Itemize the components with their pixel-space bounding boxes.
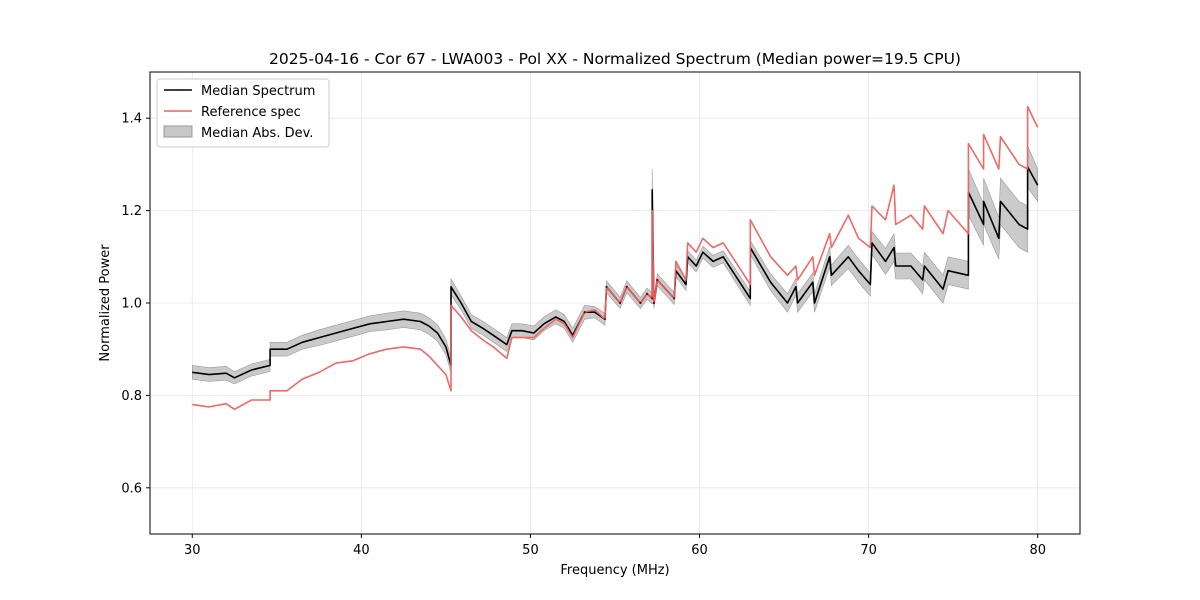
- grid: [150, 72, 1080, 534]
- legend-label-mad: Median Abs. Dev.: [201, 126, 313, 141]
- x-tick-label: 60: [691, 543, 708, 558]
- overlap-point: [656, 278, 659, 281]
- legend-label-reference: Reference spec: [201, 105, 301, 120]
- ticks: 30 40 50 60 70 80 0.6 0.8 1.0 1.2 1.4: [121, 112, 1046, 558]
- x-tick-label: 70: [860, 543, 877, 558]
- legend-label-median: Median Spectrum: [201, 84, 315, 99]
- legend-swatch-mad: [163, 125, 193, 138]
- y-tick-label: 1.2: [121, 204, 142, 219]
- overlap-point: [605, 285, 608, 288]
- overlap-point: [619, 301, 622, 305]
- overlap-point: [603, 318, 607, 321]
- y-tick-label: 1.0: [121, 297, 142, 312]
- overlap-point: [652, 301, 656, 305]
- overlap-point: [639, 301, 642, 305]
- overlap-point: [651, 297, 654, 300]
- y-tick-label: 0.6: [121, 481, 142, 496]
- x-tick-label: 80: [1029, 543, 1046, 558]
- overlap-point: [583, 311, 586, 314]
- overlap-point: [646, 292, 649, 295]
- reference-spectrum-line: [192, 105, 1039, 411]
- x-axis-label: Frequency (MHz): [560, 563, 669, 578]
- plot-area: [192, 105, 1039, 411]
- legend: Median Spectrum Reference spec Median Ab…: [156, 78, 330, 148]
- x-tick-label: 40: [353, 543, 370, 558]
- y-axis-label: Normalized Power: [98, 244, 113, 362]
- overlap-point: [625, 285, 628, 288]
- x-tick-label: 30: [184, 543, 201, 558]
- overlap-point: [673, 297, 676, 300]
- median-spectrum-line: [192, 165, 1039, 379]
- x-tick-label: 50: [522, 543, 539, 558]
- chart-title: 2025-04-16 - Cor 67 - LWA003 - Pol XX - …: [269, 50, 961, 68]
- y-tick-label: 1.4: [121, 112, 142, 127]
- legend-box: [156, 78, 330, 148]
- y-tick-label: 0.8: [121, 389, 142, 404]
